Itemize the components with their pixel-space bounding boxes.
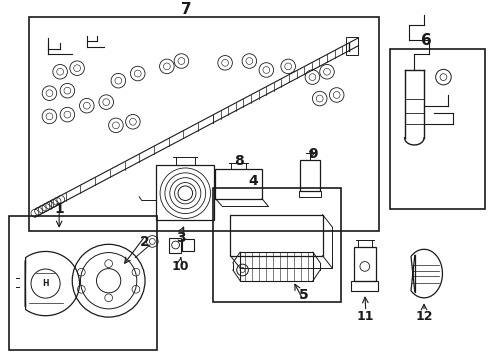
Bar <box>230 215 322 256</box>
Bar <box>300 160 319 191</box>
Bar <box>213 188 340 302</box>
Text: 6: 6 <box>420 33 431 48</box>
Text: 10: 10 <box>171 260 189 273</box>
Text: 4: 4 <box>248 174 258 188</box>
Text: 12: 12 <box>414 310 432 323</box>
Text: 7: 7 <box>181 3 191 17</box>
Text: 3: 3 <box>176 231 186 245</box>
Text: 5: 5 <box>298 288 308 302</box>
Text: 11: 11 <box>356 310 374 323</box>
Bar <box>156 165 214 220</box>
Bar <box>28 17 379 231</box>
Bar <box>299 191 320 197</box>
Text: H: H <box>42 279 49 288</box>
Bar <box>182 239 193 251</box>
Bar <box>169 238 181 253</box>
Bar <box>240 252 312 281</box>
Bar <box>345 37 357 55</box>
Text: 2: 2 <box>140 235 150 249</box>
Bar <box>9 216 157 350</box>
Text: 1: 1 <box>54 202 64 216</box>
Bar <box>389 49 484 209</box>
Bar <box>350 281 378 291</box>
Bar <box>353 247 375 281</box>
Bar <box>215 169 262 199</box>
Text: 8: 8 <box>233 154 243 168</box>
Text: 9: 9 <box>308 147 318 161</box>
